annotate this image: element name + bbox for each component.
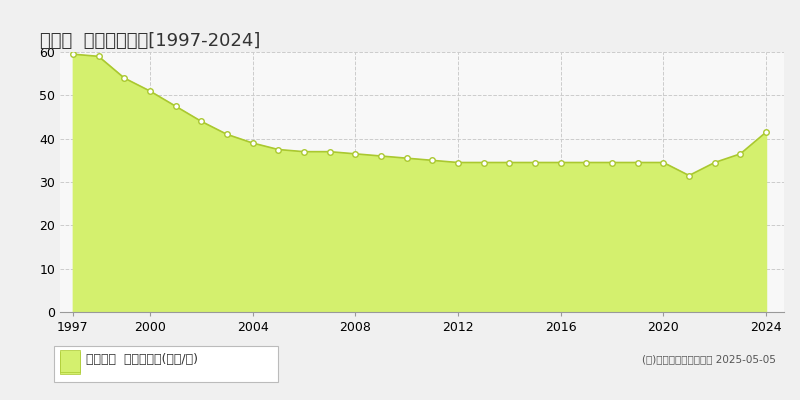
Text: 寒川町  基準地価推移[1997-2024]: 寒川町 基準地価推移[1997-2024] <box>40 32 260 50</box>
Text: 基準地価  平均坪単価(万円/坪): 基準地価 平均坪単価(万円/坪) <box>86 353 198 366</box>
Text: (Ｃ)土地価格ドットコム 2025-05-05: (Ｃ)土地価格ドットコム 2025-05-05 <box>642 354 776 364</box>
Text: 基準地価  平均坪単価(万円/坪): 基準地価 平均坪単価(万円/坪) <box>86 350 198 363</box>
